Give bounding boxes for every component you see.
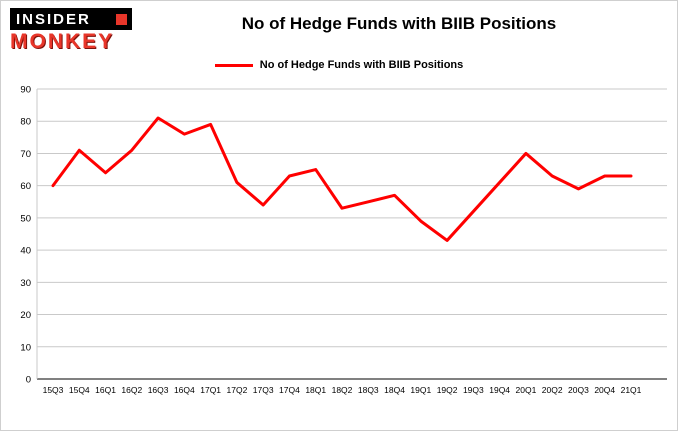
x-tick-label: 17Q4: [279, 385, 300, 395]
y-tick-label: 10: [20, 342, 31, 353]
y-tick-label: 70: [20, 149, 31, 160]
y-tick-label: 40: [20, 246, 31, 257]
x-tick-label: 15Q3: [43, 385, 64, 395]
x-tick-label: 16Q3: [148, 385, 169, 395]
x-tick-label: 15Q4: [69, 385, 90, 395]
legend-label: No of Hedge Funds with BIIB Positions: [259, 59, 464, 71]
x-tick-label: 16Q1: [95, 385, 116, 395]
x-tick-label: 19Q4: [489, 385, 510, 395]
chart-title: No of Hedge Funds with BIIB Positions: [241, 14, 557, 33]
y-tick-label: 80: [20, 117, 31, 128]
x-tick-label: 18Q1: [305, 385, 326, 395]
x-tick-label: 18Q4: [384, 385, 405, 395]
x-tick-label: 19Q2: [437, 385, 458, 395]
y-tick-label: 30: [20, 278, 31, 289]
x-tick-label: 16Q2: [121, 385, 142, 395]
legend: No of Hedge Funds with BIIB Positions: [1, 59, 677, 71]
y-tick-label: 60: [20, 181, 31, 192]
line-chart-plot-area: 0 10 20 30 40 50 60 70 80 90 15Q3 15Q4 16Q1 16Q2 16Q3 1…: [20, 85, 667, 395]
legend-line-swatch: [214, 63, 253, 67]
logo-monkey-text: MONKEY: [10, 30, 115, 53]
x-tick-label: 18Q2: [332, 385, 353, 395]
x-tick-label: 19Q1: [410, 385, 431, 395]
y-tick-label: 20: [20, 310, 31, 321]
y-tick-label: 0: [26, 375, 31, 386]
x-tick-label: 18Q3: [358, 385, 379, 395]
x-tick-label: 17Q2: [227, 385, 248, 395]
x-tick-label: 17Q3: [253, 385, 274, 395]
logo-insider-text: INSIDER: [16, 10, 91, 28]
logo-top-bar: INSIDER: [10, 8, 132, 30]
x-tick-label: 20Q1: [516, 385, 537, 395]
x-tick-label: 16Q4: [174, 385, 195, 395]
series-line: [51, 116, 633, 242]
x-tick-label: 20Q2: [542, 385, 563, 395]
monkey-face-icon: [116, 13, 127, 25]
x-tick-label: 21Q1: [621, 385, 642, 395]
y-tick-label: 50: [20, 213, 31, 224]
x-tick-label: 20Q4: [594, 385, 615, 395]
x-tick-label: 20Q3: [568, 385, 589, 395]
insider-monkey-logo: INSIDER MONKEY: [10, 8, 132, 53]
y-tick-label: 90: [20, 85, 31, 96]
x-tick-label: 19Q3: [463, 385, 484, 395]
x-tick-label: 17Q1: [200, 385, 221, 395]
